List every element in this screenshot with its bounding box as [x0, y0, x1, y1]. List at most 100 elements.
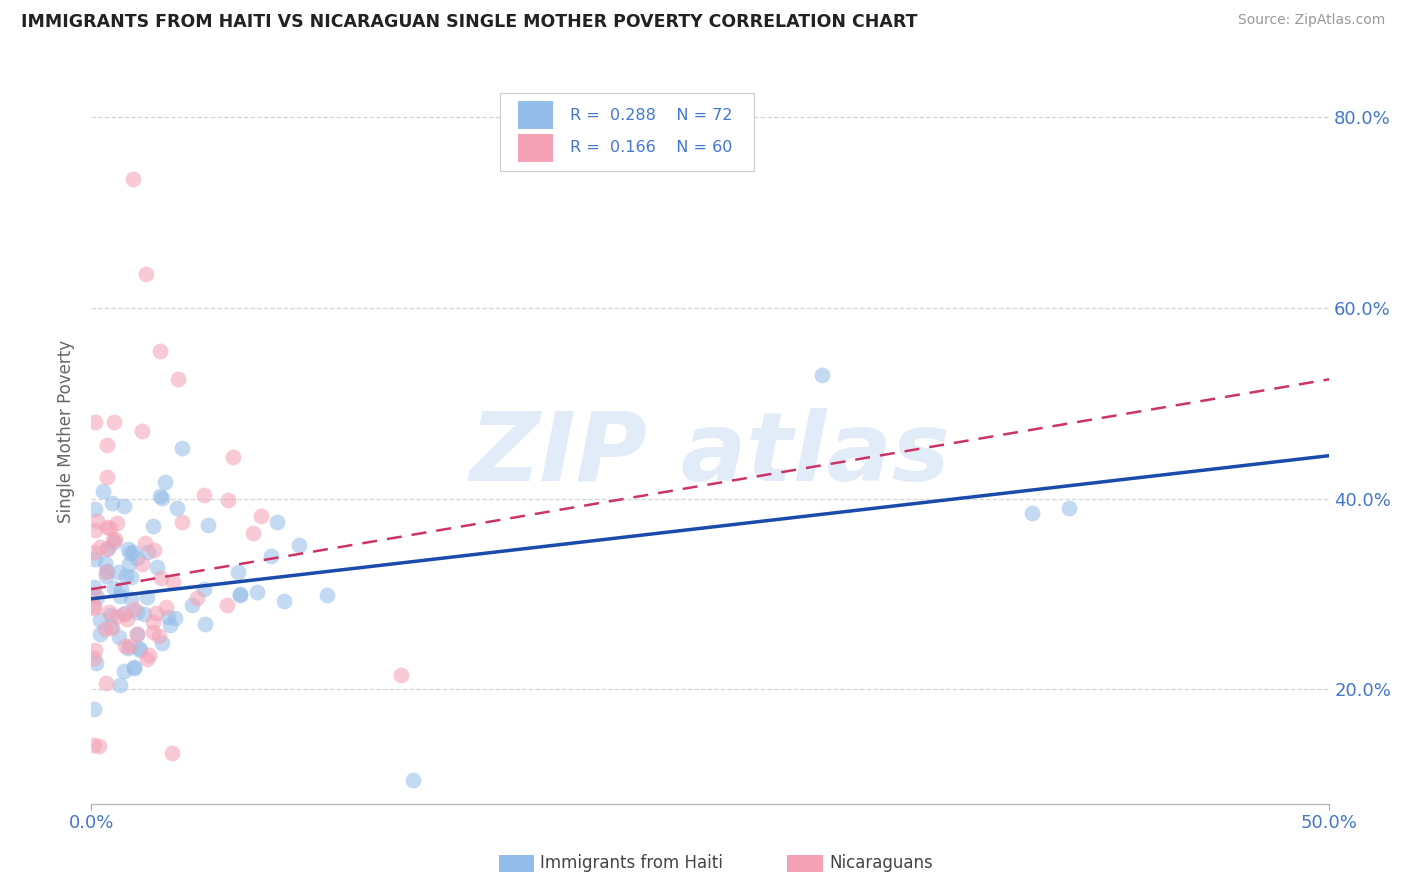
Point	[115, 612, 138, 626]
Point	[138, 648, 160, 662]
Point	[166, 501, 188, 516]
Point	[94, 556, 117, 570]
FancyBboxPatch shape	[519, 101, 553, 129]
Point	[112, 500, 135, 514]
Point	[84, 657, 107, 671]
Point	[122, 172, 145, 186]
Point	[186, 591, 208, 606]
Point	[101, 496, 124, 510]
Point	[172, 515, 194, 529]
Point	[142, 615, 165, 629]
Point	[120, 569, 142, 583]
Point	[131, 424, 153, 438]
Point	[96, 564, 118, 578]
Point	[148, 629, 170, 643]
Point	[83, 702, 105, 716]
Point	[153, 475, 176, 489]
Point	[229, 588, 252, 602]
Point	[84, 415, 107, 429]
Point	[134, 536, 156, 550]
Point	[128, 641, 150, 656]
Point	[105, 609, 128, 624]
Point	[101, 621, 124, 635]
Point	[114, 639, 136, 653]
Point	[143, 543, 166, 558]
Point	[266, 515, 288, 529]
Point	[402, 773, 425, 788]
Point	[89, 613, 111, 627]
Point	[108, 589, 131, 603]
Point	[127, 626, 149, 640]
Point	[149, 489, 172, 503]
Point	[316, 588, 339, 602]
Point	[193, 582, 215, 597]
Point	[142, 625, 165, 640]
Y-axis label: Single Mother Poverty: Single Mother Poverty	[58, 340, 75, 524]
Point	[97, 605, 120, 619]
Point	[110, 582, 132, 596]
Point	[131, 557, 153, 571]
Point	[159, 618, 181, 632]
Point	[287, 537, 309, 551]
Point	[142, 519, 165, 533]
Point	[155, 600, 177, 615]
Point	[83, 599, 105, 613]
Point	[125, 627, 148, 641]
Point	[146, 559, 169, 574]
Point	[84, 502, 107, 516]
Point	[273, 593, 295, 607]
Point	[100, 521, 122, 535]
Point	[89, 739, 111, 753]
Point	[107, 566, 129, 580]
Point	[197, 518, 219, 533]
Point	[83, 552, 105, 566]
Point	[150, 636, 173, 650]
Point	[122, 661, 145, 675]
Point	[120, 591, 142, 606]
Text: IMMIGRANTS FROM HAITI VS NICARAGUAN SINGLE MOTHER POVERTY CORRELATION CHART: IMMIGRANTS FROM HAITI VS NICARAGUAN SING…	[21, 13, 918, 31]
Point	[83, 586, 105, 600]
Point	[194, 616, 217, 631]
Point	[136, 652, 159, 666]
Point	[124, 602, 146, 616]
Point	[96, 520, 118, 534]
Point	[122, 660, 145, 674]
Point	[114, 606, 136, 620]
Point	[118, 639, 141, 653]
Point	[96, 541, 118, 556]
Point	[101, 533, 124, 547]
Point	[117, 641, 139, 656]
Point	[100, 608, 122, 623]
Point	[83, 600, 105, 615]
Point	[163, 610, 186, 624]
Text: R =  0.166    N = 60: R = 0.166 N = 60	[571, 140, 733, 155]
Point	[217, 599, 239, 613]
Point	[132, 607, 155, 621]
Point	[86, 590, 108, 604]
Point	[149, 343, 172, 358]
Text: R =  0.288    N = 72: R = 0.288 N = 72	[571, 108, 733, 123]
Point	[86, 514, 108, 528]
Point	[228, 587, 250, 601]
Point	[226, 565, 249, 579]
Point	[112, 665, 135, 679]
Point	[114, 569, 136, 583]
Point	[83, 651, 105, 665]
Point	[135, 590, 157, 604]
Point	[83, 643, 105, 657]
Point	[125, 605, 148, 619]
Point	[84, 523, 107, 537]
Point	[100, 619, 122, 633]
Point	[160, 746, 183, 760]
Point	[222, 450, 245, 465]
Point	[83, 545, 105, 559]
Point	[96, 438, 118, 452]
Point	[89, 540, 111, 554]
Point	[246, 584, 269, 599]
Point	[83, 738, 105, 752]
Point	[122, 545, 145, 559]
Point	[135, 268, 157, 282]
Point	[260, 549, 283, 563]
Point	[104, 533, 127, 547]
Point	[129, 643, 152, 657]
